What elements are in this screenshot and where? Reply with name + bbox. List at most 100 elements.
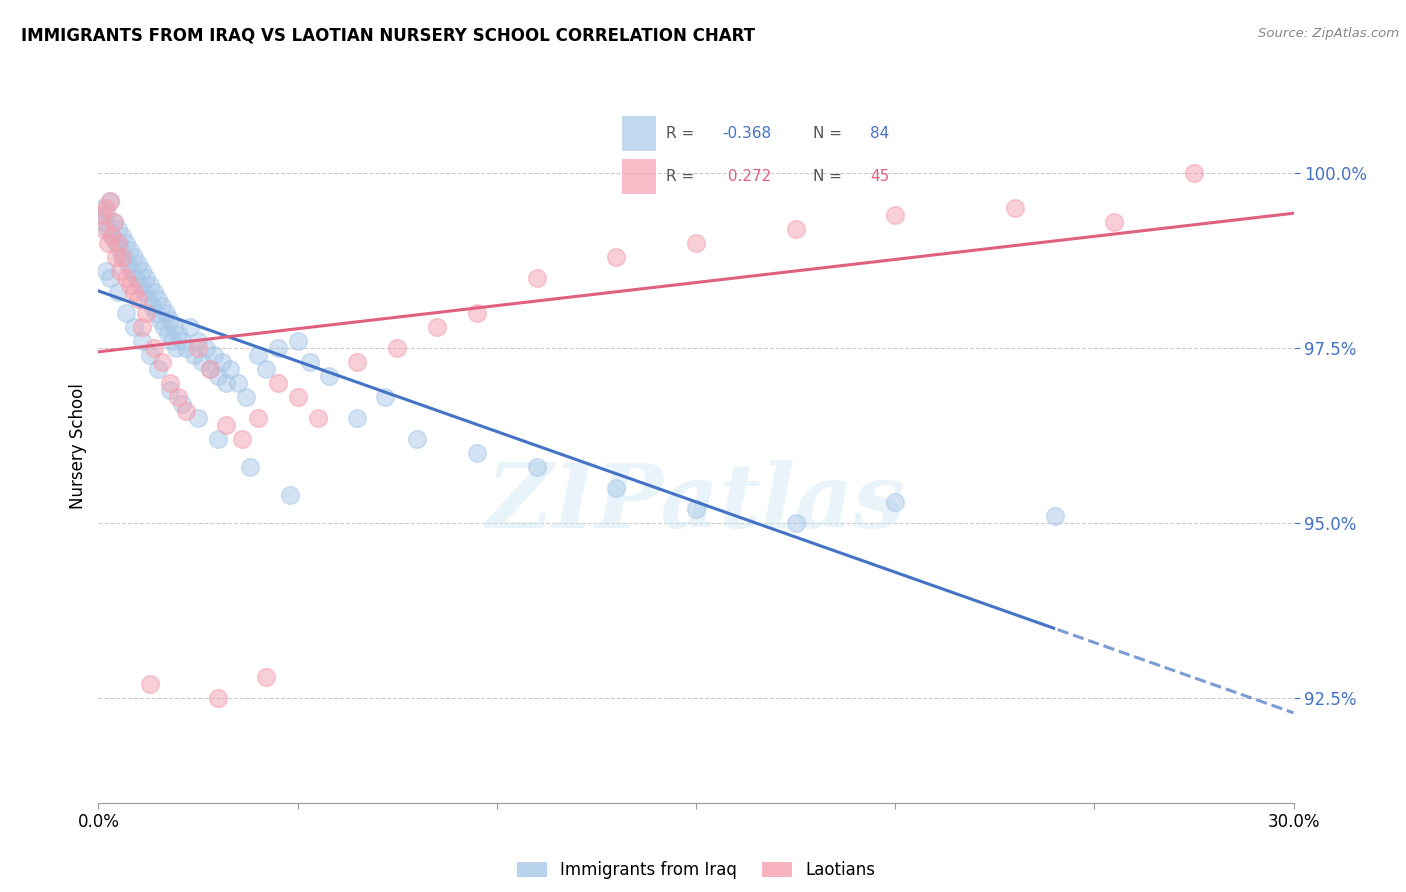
Point [159, 376, 181, 390]
Point [246, 348, 269, 362]
Point [124, 285, 146, 299]
Point [143, 285, 166, 299]
Point [124, 320, 146, 334]
Point [159, 383, 181, 397]
Point [111, 229, 134, 244]
Point [526, 460, 548, 475]
Bar [623, 116, 655, 152]
Point [198, 362, 221, 376]
Point [153, 320, 176, 334]
Point [111, 250, 134, 264]
Point [115, 306, 138, 320]
Point [1043, 508, 1066, 523]
Point [110, 264, 132, 278]
Point [207, 369, 229, 384]
Point [785, 222, 807, 236]
Point [172, 397, 194, 411]
Point [278, 488, 301, 502]
Point [246, 411, 269, 425]
Point [1104, 215, 1126, 229]
Point [129, 278, 152, 293]
Point [157, 327, 180, 342]
Point [159, 313, 181, 327]
Point [426, 320, 449, 334]
Point [103, 215, 125, 229]
Point [884, 208, 907, 222]
Point [101, 229, 124, 244]
Point [131, 334, 153, 348]
Point [117, 257, 139, 271]
Point [254, 670, 277, 684]
Point [127, 257, 149, 271]
Point [107, 222, 129, 236]
Point [120, 278, 142, 293]
Y-axis label: Nursery School: Nursery School [69, 383, 87, 509]
Point [135, 306, 157, 320]
Point [685, 502, 707, 516]
Point [239, 460, 262, 475]
Point [374, 390, 396, 404]
Point [465, 446, 488, 460]
Point [141, 299, 163, 313]
Point [174, 404, 197, 418]
Point [125, 271, 148, 285]
Text: Source: ZipAtlas.com: Source: ZipAtlas.com [1258, 27, 1399, 40]
Point [98, 194, 122, 208]
Point [191, 355, 214, 369]
Point [124, 250, 146, 264]
Point [120, 243, 142, 257]
Point [884, 495, 907, 509]
Point [150, 299, 173, 313]
Point [139, 677, 162, 691]
Point [219, 362, 242, 376]
Point [115, 236, 138, 251]
Point [1004, 201, 1026, 215]
Point [115, 271, 138, 285]
Point [165, 341, 187, 355]
Point [167, 327, 190, 342]
Point [93, 215, 115, 229]
Point [93, 222, 115, 236]
Point [254, 362, 277, 376]
Text: IMMIGRANTS FROM IRAQ VS LAOTIAN NURSERY SCHOOL CORRELATION CHART: IMMIGRANTS FROM IRAQ VS LAOTIAN NURSERY … [21, 27, 755, 45]
Point [163, 320, 186, 334]
Point [91, 208, 114, 222]
Point [785, 516, 807, 530]
Point [97, 222, 120, 236]
Point [149, 313, 172, 327]
Point [605, 481, 627, 495]
Point [1182, 166, 1205, 180]
Bar [623, 159, 655, 194]
Point [307, 411, 329, 425]
Point [112, 250, 135, 264]
Point [183, 348, 205, 362]
Point [235, 390, 257, 404]
Text: 45: 45 [870, 169, 889, 184]
Point [346, 355, 368, 369]
Point [207, 690, 229, 705]
Text: ZIPatlas: ZIPatlas [488, 460, 904, 546]
Point [160, 334, 183, 348]
Legend: Immigrants from Iraq, Laotians: Immigrants from Iraq, Laotians [509, 853, 883, 888]
Point [167, 390, 190, 404]
Point [298, 355, 321, 369]
Text: N =: N = [813, 169, 842, 184]
Point [96, 201, 118, 215]
Point [145, 306, 167, 320]
Point [207, 432, 229, 446]
Point [148, 362, 170, 376]
Point [107, 285, 129, 299]
Point [121, 264, 143, 278]
Point [287, 334, 309, 348]
Point [139, 278, 162, 293]
Point [105, 250, 128, 264]
Point [406, 432, 429, 446]
Point [150, 355, 173, 369]
Point [346, 411, 368, 425]
Point [465, 306, 488, 320]
Point [105, 236, 128, 251]
Point [198, 362, 221, 376]
Point [131, 264, 153, 278]
Point [131, 320, 153, 334]
Point [231, 432, 253, 446]
